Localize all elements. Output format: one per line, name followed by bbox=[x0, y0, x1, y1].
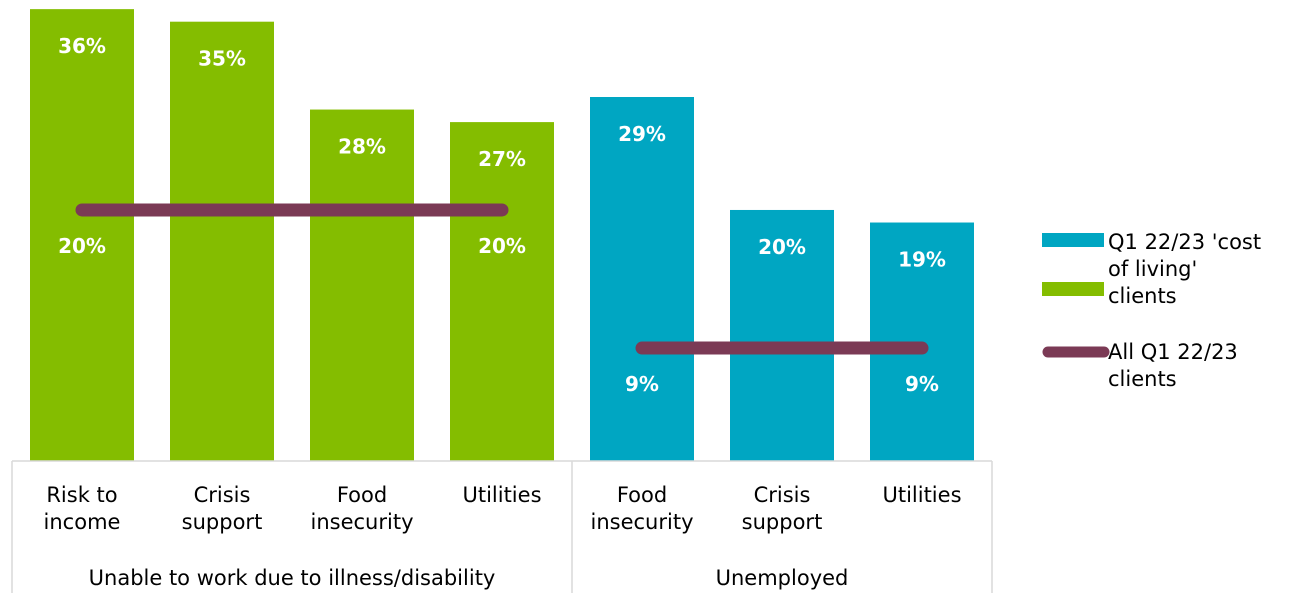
legend-label: clients bbox=[1108, 284, 1177, 308]
bar bbox=[730, 209, 834, 461]
category-label: insecurity bbox=[591, 510, 694, 534]
category-label: Food bbox=[337, 483, 387, 507]
baseline-value-label: 20% bbox=[58, 234, 106, 258]
value-label: 36% bbox=[58, 34, 106, 58]
bar bbox=[30, 9, 134, 461]
bar bbox=[170, 21, 274, 461]
legend-label: of living' bbox=[1108, 257, 1197, 281]
value-label: 35% bbox=[198, 47, 246, 71]
value-label: 28% bbox=[338, 135, 386, 159]
category-label: support bbox=[742, 510, 823, 534]
baseline-value-label: 20% bbox=[478, 234, 526, 258]
category-label: Risk to bbox=[46, 483, 117, 507]
bar bbox=[590, 97, 694, 461]
category-label: support bbox=[182, 510, 263, 534]
category-label: income bbox=[44, 510, 121, 534]
category-label: Crisis bbox=[194, 483, 251, 507]
bar bbox=[310, 109, 414, 461]
value-label: 29% bbox=[618, 122, 666, 146]
category-label: Utilities bbox=[462, 483, 541, 507]
group-label: Unemployed bbox=[716, 566, 849, 590]
category-label: Crisis bbox=[754, 483, 811, 507]
baseline-value-label: 9% bbox=[625, 372, 659, 396]
category-label: insecurity bbox=[311, 510, 414, 534]
legend-label: Q1 22/23 'cost bbox=[1108, 230, 1261, 254]
group-label: Unable to work due to illness/disability bbox=[89, 566, 496, 590]
category-label: Utilities bbox=[882, 483, 961, 507]
legend-swatch-blue bbox=[1042, 233, 1104, 247]
legend-swatch-green bbox=[1042, 282, 1104, 296]
value-label: 27% bbox=[478, 147, 526, 171]
category-label: Food bbox=[617, 483, 667, 507]
legend-label: clients bbox=[1108, 367, 1177, 391]
baseline-value-label: 9% bbox=[905, 372, 939, 396]
bar bbox=[450, 122, 554, 461]
value-label: 19% bbox=[898, 248, 946, 272]
value-label: 20% bbox=[758, 235, 806, 259]
legend-label: All Q1 22/23 bbox=[1108, 340, 1238, 364]
